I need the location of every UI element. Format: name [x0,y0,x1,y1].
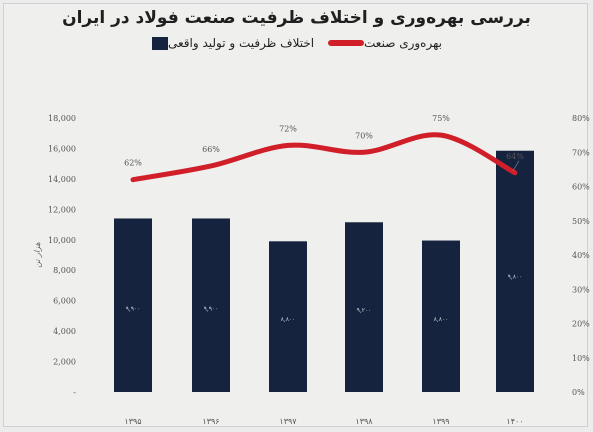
chart-title: بررسی بهره‌وری و اختلاف ظرفیت صنعت فولاد… [62,8,531,28]
bar [269,241,307,392]
line-value-label: 64% [506,152,524,161]
legend-swatch-bar [152,36,168,50]
y-tick-label: 10,000 [48,236,76,245]
line-value-label: 72% [279,124,297,133]
y-axis-label: هزار تن [33,242,42,268]
y2-tick-label: 80% [572,114,590,123]
y-tick-label: 14,000 [48,175,76,184]
bar [496,150,534,392]
y2-tick-label: 70% [572,148,590,157]
y-tick-label: 16,000 [48,144,76,153]
legend-item-line: بهره‌وری صنعت [322,36,442,50]
y-tick-label: 8,000 [53,266,76,275]
legend-swatch-line [328,40,364,46]
legend-label-line: بهره‌وری صنعت [364,36,442,50]
line-value-label: 75% [432,114,450,123]
y-tick-label: 2,000 [53,358,76,367]
bar-value-label: ۸,۸۰۰ [434,316,449,323]
bar-value-label: ۹,۲۰۰ [357,307,372,314]
label-leader-line [512,160,520,171]
line-value-label: 70% [355,131,373,140]
legend-item-bar: اختلاف ظرفیت و تولید واقعی [148,36,314,50]
bar [345,222,383,392]
legend-label-bar: اختلاف ظرفیت و تولید واقعی [168,36,315,50]
y2-tick-label: 40% [572,251,590,260]
bar [114,218,152,392]
line-value-label: 62% [124,159,142,168]
x-tick-label: ۱۳۹۸ [355,417,373,426]
x-tick-label: ۱۳۹۵ [124,417,141,426]
y2-tick-label: 50% [572,217,590,226]
x-tick-label: ۱۴۰۰ [506,417,523,426]
x-tick-label: ۱۳۹۷ [279,417,297,426]
y-tick-label: - [73,388,76,397]
bar [192,218,230,392]
bar-value-label: ۹,۹۰۰ [204,305,219,312]
bar [422,240,460,392]
y-tick-label: 6,000 [53,297,76,306]
y2-tick-label: 30% [572,285,590,294]
y-tick-label: 18,000 [48,114,76,123]
y-tick-label: 4,000 [53,327,76,336]
x-tick-label: ۱۳۹۹ [432,417,449,426]
line-value-label: 66% [202,145,220,154]
series-line-productivity [130,132,518,183]
bar-value-label: ۹,۸۰۰ [508,274,523,281]
bar-value-label: ۸,۸۰۰ [281,316,296,323]
y2-tick-label: 0% [572,388,585,397]
y-tick-label: 12,000 [48,205,76,214]
bar-value-label: ۹,۹۰۰ [126,305,141,312]
x-tick-label: ۱۳۹۶ [202,417,219,426]
y2-tick-label: 60% [572,183,590,192]
y2-tick-label: 10% [572,354,590,363]
chart-legend: بهره‌وری صنعت اختلاف ظرفیت و تولید واقعی [0,36,593,60]
y2-tick-label: 20% [572,320,590,329]
